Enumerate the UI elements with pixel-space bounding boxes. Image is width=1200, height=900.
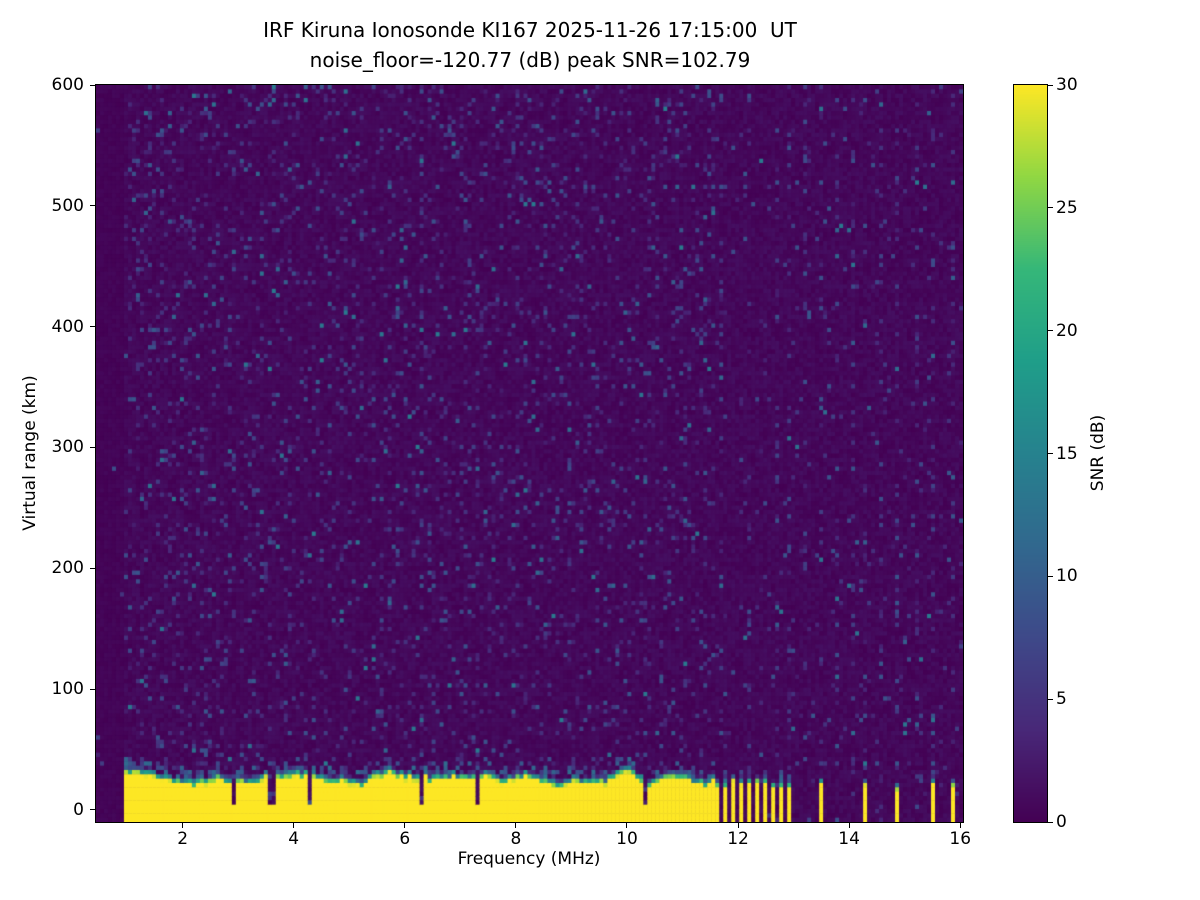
y-tick-mark xyxy=(90,809,95,811)
colorbar-tick-label: 25 xyxy=(1056,197,1078,218)
y-tick-label: 200 xyxy=(51,558,84,579)
x-tick-label: 6 xyxy=(399,829,411,849)
y-tick-mark xyxy=(90,84,95,86)
y-tick-label: 500 xyxy=(51,195,84,216)
y-tick-label: 400 xyxy=(51,316,84,337)
plot-area xyxy=(95,84,964,823)
x-tick-label: 2 xyxy=(177,829,189,849)
y-tick-label: 0 xyxy=(73,799,84,820)
y-tick-mark xyxy=(90,205,95,207)
colorbar-tick-mark xyxy=(1048,84,1053,86)
colorbar-tick-mark xyxy=(1048,330,1053,332)
chart-title: IRF Kiruna Ionosonde KI167 2025-11-26 17… xyxy=(263,18,797,42)
y-tick-mark xyxy=(90,567,95,569)
colorbar-canvas xyxy=(1014,85,1047,822)
y-tick-mark xyxy=(90,688,95,690)
x-tick-mark xyxy=(848,823,850,828)
x-tick-label: 8 xyxy=(510,829,522,849)
x-tick-label: 4 xyxy=(288,829,300,849)
x-tick-mark xyxy=(404,823,406,828)
colorbar-tick-label: 10 xyxy=(1056,566,1078,587)
colorbar-tick-mark xyxy=(1048,575,1053,577)
x-axis-label: Frequency (MHz) xyxy=(457,849,601,869)
colorbar-tick-label: 30 xyxy=(1056,75,1078,95)
colorbar-tick-label: 20 xyxy=(1056,320,1078,341)
x-tick-mark xyxy=(626,823,628,828)
y-tick-label: 300 xyxy=(51,437,84,458)
chart-subtitle: noise_floor=-120.77 (dB) peak SNR=102.79 xyxy=(309,48,751,72)
x-tick-mark xyxy=(737,823,739,828)
x-tick-label: 16 xyxy=(949,829,972,849)
colorbar-tick-label: 5 xyxy=(1056,689,1067,710)
x-tick-mark xyxy=(959,823,961,828)
x-tick-label: 14 xyxy=(838,829,860,849)
colorbar-tick-label: 15 xyxy=(1056,443,1078,464)
colorbar-tick-mark xyxy=(1048,207,1053,209)
colorbar-tick-mark xyxy=(1048,821,1053,823)
y-tick-mark xyxy=(90,446,95,448)
y-tick-mark xyxy=(90,326,95,328)
x-tick-label: 10 xyxy=(616,829,638,849)
x-tick-mark xyxy=(515,823,517,828)
colorbar-tick-mark xyxy=(1048,453,1053,454)
y-tick-label: 600 xyxy=(51,75,84,95)
colorbar-tick-label: 0 xyxy=(1056,812,1067,832)
x-tick-mark xyxy=(293,823,295,828)
colorbar xyxy=(1013,84,1048,823)
x-tick-mark xyxy=(182,823,184,828)
ionogram-heatmap-canvas xyxy=(96,85,963,822)
colorbar-tick-mark xyxy=(1048,698,1053,700)
y-tick-label: 100 xyxy=(51,679,84,700)
x-tick-label: 12 xyxy=(727,829,749,849)
